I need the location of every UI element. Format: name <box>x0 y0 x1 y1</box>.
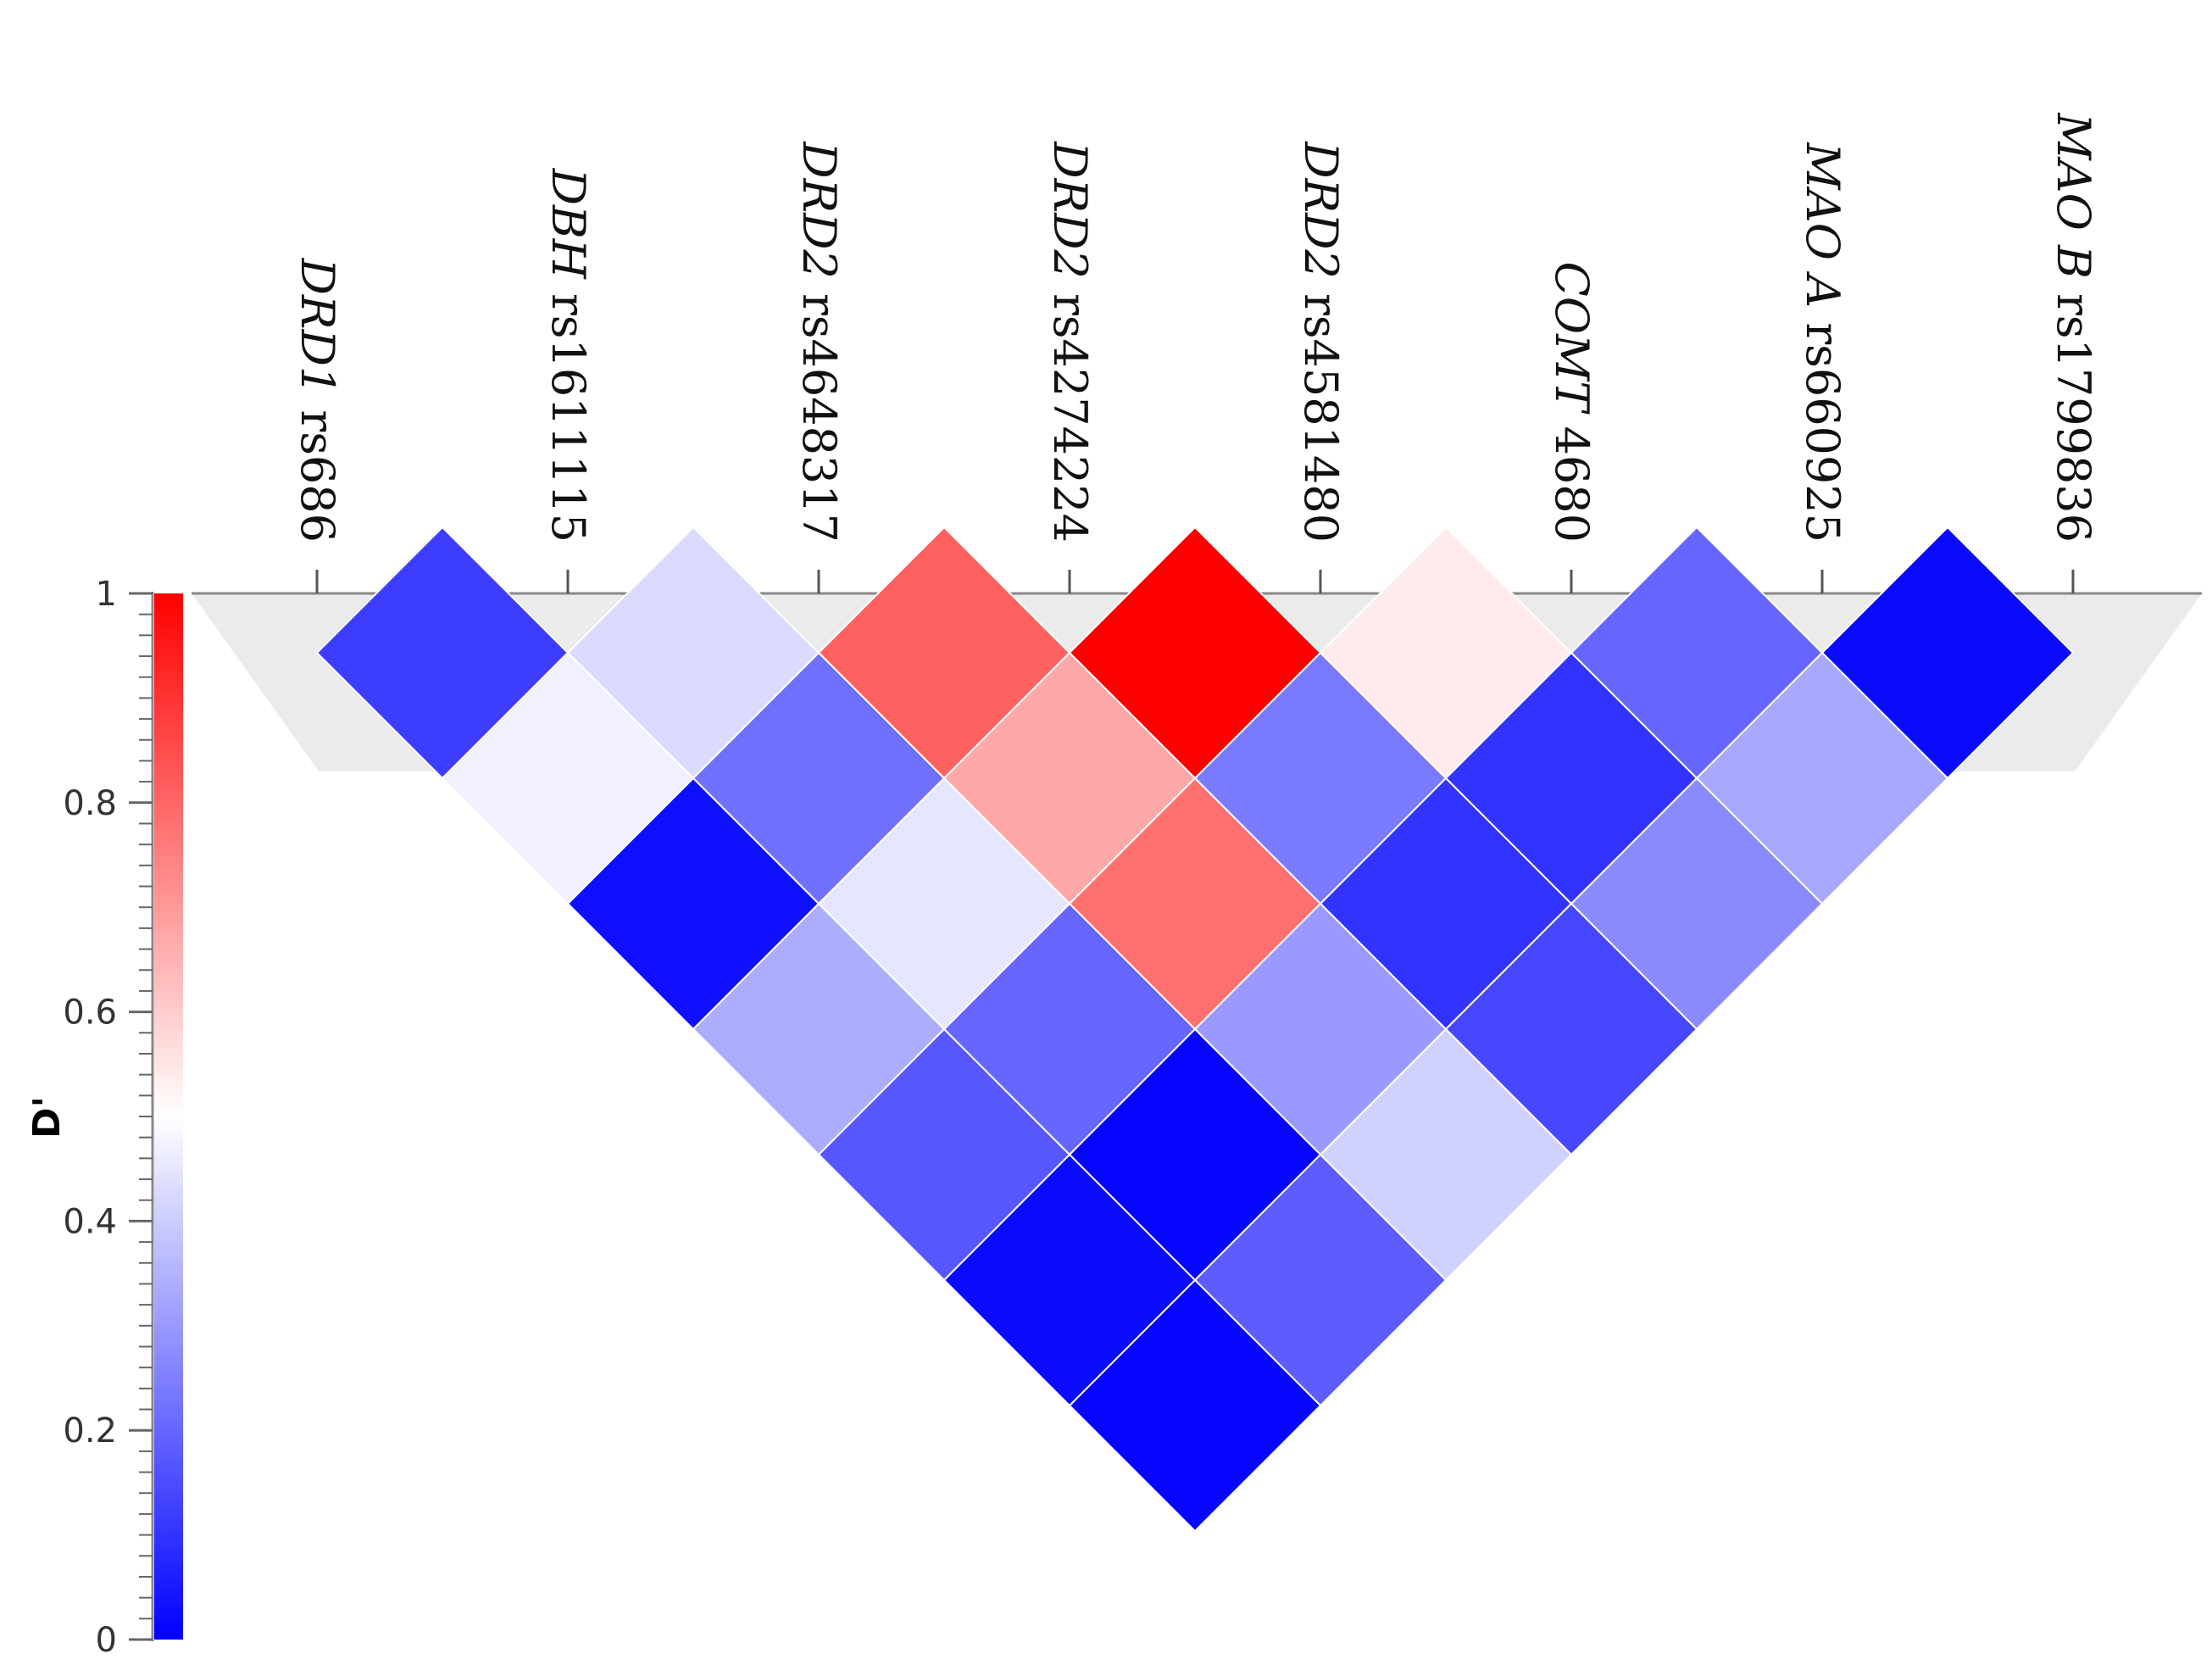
snp-rs-id: 4680 <box>1545 411 1598 543</box>
colorbar-tick-label: 0.6 <box>63 994 117 1033</box>
snp-label: DBH rs1611115 <box>542 168 595 543</box>
snp-gene-name: DRD2 <box>1294 141 1348 279</box>
snp-gene-name: DBH <box>542 168 595 280</box>
snp-gene-name: COMT <box>1545 262 1598 415</box>
colorbar-tick-label: 0.2 <box>63 1412 117 1450</box>
snp-label: MAO A rs660925 <box>1796 142 1849 543</box>
snp-label: COMT 4680 <box>1545 262 1598 543</box>
ld-cells <box>315 526 2075 1533</box>
snp-label: DRD2 rs4581480 <box>1294 141 1348 543</box>
colorbar-tick-label: 1 <box>96 575 117 614</box>
colorbar-major-ticks: 0 0.2 0.4 0.6 0.8 1 <box>63 575 117 1660</box>
snp-gene-name: MAO A <box>1796 142 1849 308</box>
snp-gene-name: MAO B <box>2047 112 2100 278</box>
snp-rs-id: rs686 <box>291 395 344 543</box>
snp-gene-name: DRD2 <box>792 141 846 279</box>
snp-label: DRD1 rs686 <box>291 258 344 543</box>
snp-rs-id: rs4581480 <box>1294 279 1348 543</box>
snp-label: DRD2 rs4274224 <box>1043 141 1097 543</box>
snp-label: MAO B rs1799836 <box>2047 112 2100 543</box>
snp-gene-name: DRD1 <box>291 258 344 396</box>
snp-rs-id: rs4274224 <box>1043 279 1097 543</box>
colorbar-minor-ticks <box>129 592 153 1641</box>
ld-cell <box>1068 1278 1322 1533</box>
snp-label: DRD2 rs4648317 <box>792 141 846 543</box>
snp-rs-id: rs4648317 <box>792 279 846 543</box>
colorbar-gradient <box>154 593 183 1640</box>
colorbar-axis-title: D' <box>25 1096 69 1139</box>
snp-rs-id: rs1611115 <box>542 279 595 543</box>
snp-rs-id: rs1799836 <box>2047 279 2100 543</box>
snp-rs-id: rs660925 <box>1796 308 1849 543</box>
snp-ticks <box>315 570 2075 593</box>
colorbar-tick-label: 0.8 <box>63 784 117 823</box>
snp-gene-name: DRD2 <box>1043 141 1097 279</box>
colorbar-tick-label: 0 <box>96 1621 117 1660</box>
colorbar: 0 0.2 0.4 0.6 0.8 1 D' <box>25 575 183 1660</box>
colorbar-tick-label: 0.4 <box>63 1202 117 1241</box>
